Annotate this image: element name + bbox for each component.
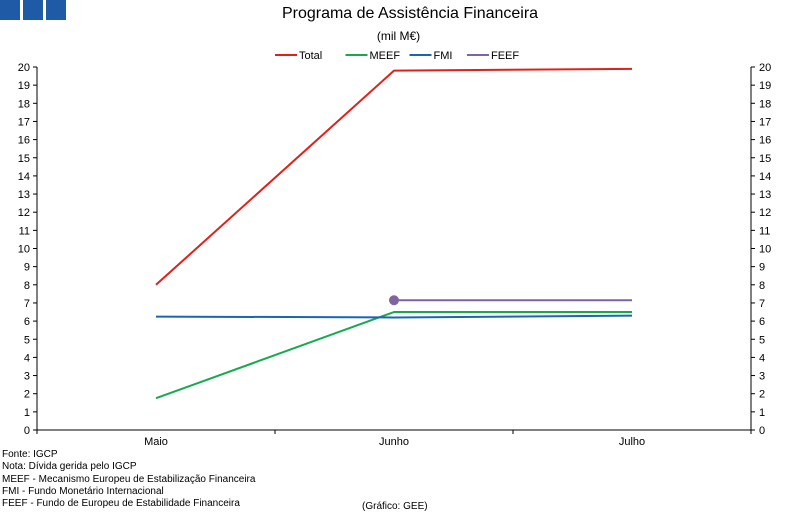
y-tick-label-left: 20	[18, 62, 30, 74]
y-tick-label-right: 7	[759, 298, 765, 310]
chart-credit: (Gráfico: GEE)	[362, 501, 428, 512]
series-line-fmi	[155, 314, 633, 319]
y-tick-label-left: 19	[18, 80, 30, 92]
logo-block	[23, 0, 43, 20]
y-tick-label-right: 0	[759, 425, 765, 437]
y-tick-label-right: 20	[759, 62, 771, 74]
x-tick-label: Junho	[379, 436, 409, 448]
y-tick-label-left: 3	[24, 371, 30, 383]
chart-subtitle: (mil M€)	[376, 29, 421, 43]
chart-notes: Fonte: IGCP Nota: Dívida gerida pelo IGC…	[2, 449, 255, 510]
y-tick-label-right: 12	[759, 207, 771, 219]
note-meef: MEEF - Mecanismo Europeu de Estabilizaçã…	[2, 473, 256, 485]
y-tick-label-right: 3	[759, 371, 765, 383]
y-tick-label-left: 2	[24, 389, 30, 401]
y-tick-label-left: 14	[18, 171, 30, 183]
note-fmi: FMI - Fundo Monetário Internacional	[2, 485, 164, 497]
y-tick-label-left: 16	[18, 135, 30, 147]
y-tick-label-right: 19	[759, 80, 771, 92]
legend-label-total: Total	[299, 50, 322, 62]
series-line-meef	[155, 311, 632, 400]
y-tick-label-left: 9	[24, 262, 30, 274]
y-tick-label-right: 10	[759, 244, 771, 256]
y-tick-label-left: 0	[24, 425, 30, 437]
y-tick-label-right: 13	[759, 189, 771, 201]
chart-title: Programa de Assistência Financeira	[281, 5, 539, 22]
y-tick-label-right: 6	[759, 316, 765, 328]
y-tick-label-left: 13	[18, 189, 30, 201]
y-tick-label-left: 4	[24, 352, 30, 364]
y-tick-label-right: 15	[759, 153, 771, 165]
y-tick-label-left: 1	[24, 407, 30, 419]
y-tick-label-left: 7	[24, 298, 30, 310]
y-tick-label-right: 18	[759, 98, 771, 110]
y-tick-label-right: 4	[759, 352, 765, 364]
y-tick-label-right: 1	[759, 407, 765, 419]
y-tick-label-left: 10	[18, 244, 30, 256]
note-debt: Nota: Dívida gerida pelo IGCP	[2, 461, 137, 473]
logo-block	[46, 0, 66, 20]
y-tick-label-left: 17	[18, 116, 30, 128]
legend-label-fmi: FMI	[434, 50, 453, 62]
y-tick-label-right: 11	[759, 225, 770, 237]
note-feef: FEEF - Fundo de Europeu de Estabilidade …	[2, 498, 240, 510]
y-tick-label-right: 5	[759, 334, 765, 346]
legend-label-meef: MEEF	[370, 50, 401, 62]
series-marker-feef	[389, 295, 399, 306]
y-tick-label-left: 6	[24, 316, 30, 328]
legend-label-feef: FEEF	[491, 50, 519, 62]
note-source: Fonte: IGCP	[2, 449, 58, 460]
y-tick-label-left: 5	[24, 334, 30, 346]
x-tick-label: Maio	[144, 436, 168, 448]
y-tick-label-left: 15	[18, 153, 30, 165]
y-tick-label-left: 8	[24, 280, 30, 292]
y-tick-label-right: 17	[759, 116, 771, 128]
series-line-total	[155, 67, 633, 286]
y-tick-label-left: 12	[18, 207, 30, 219]
y-tick-label-right: 2	[759, 389, 765, 401]
y-tick-label-left: 11	[19, 225, 30, 237]
logo-block	[0, 0, 20, 20]
y-tick-label-left: 18	[18, 98, 30, 110]
x-tick-label: Julho	[619, 436, 645, 448]
y-tick-label-right: 9	[759, 262, 765, 274]
y-tick-label-right: 8	[759, 280, 765, 292]
y-tick-label-right: 16	[759, 135, 771, 147]
logo	[0, 0, 66, 20]
y-tick-label-right: 14	[759, 171, 771, 183]
